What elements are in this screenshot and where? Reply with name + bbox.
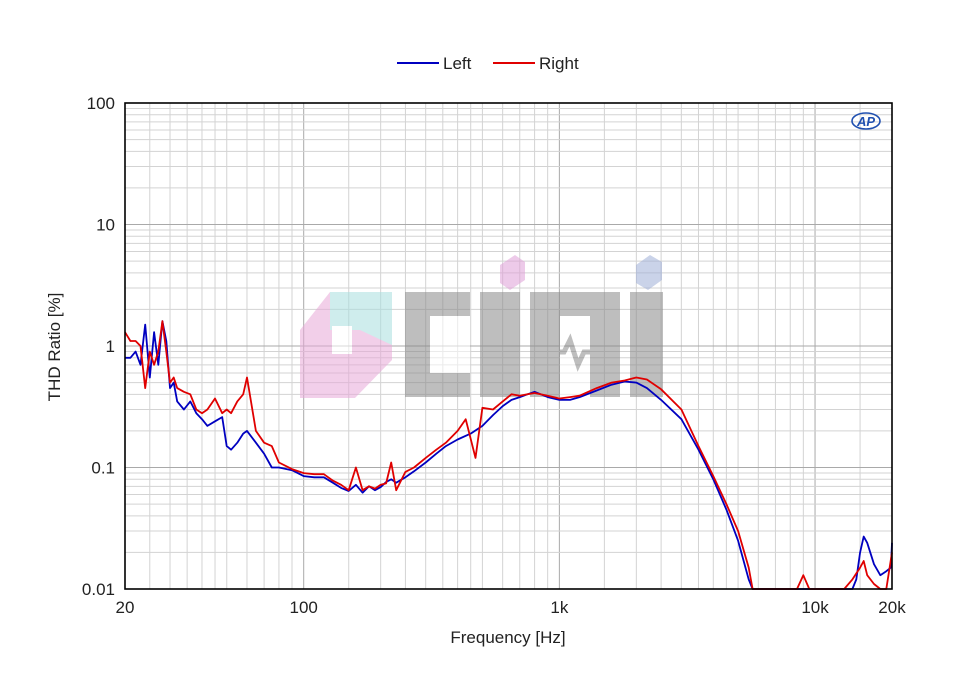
plot-frame: [124, 102, 893, 590]
tick-labels: 20 100 1k 10k 20k 100 10 1 0.1 0.01: [82, 94, 906, 617]
ap-logo-icon: AP: [851, 112, 881, 130]
x-tick-label: 1k: [550, 598, 568, 617]
y-axis-title: THD Ratio [%]: [45, 293, 64, 402]
cimi-watermark: [300, 255, 663, 398]
legend: Left Right: [397, 54, 579, 73]
y-tick-label: 0.1: [91, 459, 115, 478]
y-tick-label: 10: [96, 216, 115, 235]
ap-logo-text: AP: [856, 114, 875, 129]
x-tick-label: 10k: [801, 598, 829, 617]
x-tick-label: 20: [116, 598, 135, 617]
x-tick-label: 20k: [878, 598, 906, 617]
x-axis-title: Frequency [Hz]: [450, 628, 565, 647]
y-tick-label: 100: [87, 94, 115, 113]
series-line-right: [124, 320, 893, 590]
x-tick-label: 100: [290, 598, 318, 617]
y-tick-label: 1: [106, 337, 115, 356]
y-tick-label: 0.01: [82, 580, 115, 599]
series-layer: [124, 320, 893, 590]
legend-label-left: Left: [443, 54, 472, 73]
series-line-left: [125, 320, 893, 590]
legend-label-right: Right: [539, 54, 579, 73]
